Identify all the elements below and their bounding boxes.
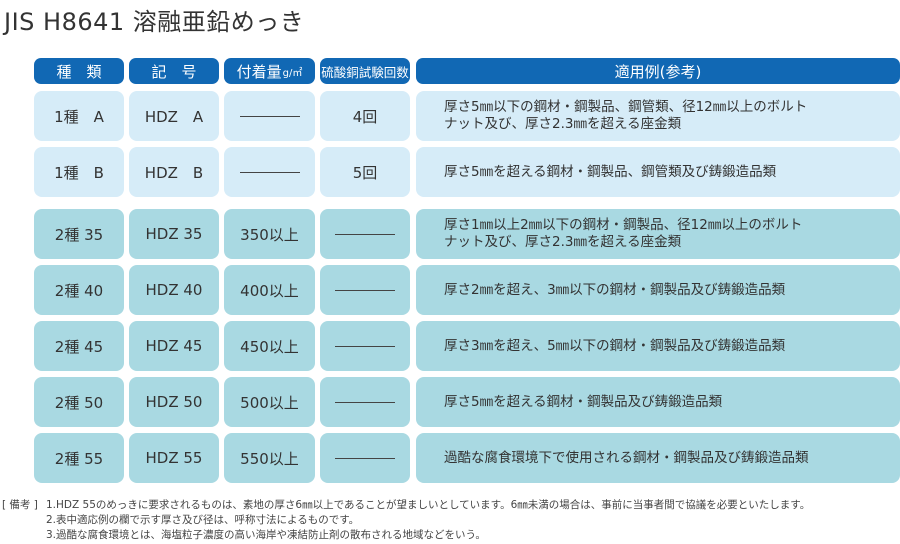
table-row-cell-use: 厚さ5㎜を超える鋼材・鋼製品及び鋳鍛造品類 xyxy=(416,377,900,427)
table-row-cell-weight xyxy=(224,147,315,197)
remarks: [ 備考 ] 1.HDZ 55のめっきに要求されるものは、素地の厚さ6㎜以上であ… xyxy=(2,498,898,543)
table-row-cell-weight: 400以上 xyxy=(224,265,315,315)
header-symbol: 記 号 xyxy=(129,58,219,84)
table-row-cell-use: 厚さ1㎜以上2㎜以下の鋼材・鋼製品、径12㎜以上のボルト ナット及び、厚さ2.3… xyxy=(416,209,900,259)
table-row-cell-weight xyxy=(224,91,315,141)
table-row-cell-type: 2種 45 xyxy=(34,321,124,371)
dash-mark xyxy=(335,345,395,347)
table-row-cell-symbol: HDZ 35 xyxy=(129,209,219,259)
table-row-cell-symbol: HDZ 40 xyxy=(129,265,219,315)
dash-mark xyxy=(335,401,395,403)
table-row-cell-weight: 450以上 xyxy=(224,321,315,371)
table-row-cell-test xyxy=(320,433,410,483)
table-row-cell-use: 厚さ3㎜を超え、5㎜以下の鋼材・鋼製品及び鋳鍛造品類 xyxy=(416,321,900,371)
table-row-cell-test xyxy=(320,377,410,427)
table-row-cell-symbol: HDZ B xyxy=(129,147,219,197)
table-row-cell-test: 5回 xyxy=(320,147,410,197)
table-row-cell-type: 2種 40 xyxy=(34,265,124,315)
table-row-cell-type: 2種 55 xyxy=(34,433,124,483)
table-row-cell-weight: 550以上 xyxy=(224,433,315,483)
remark-item: 3.過酷な腐食環境とは、海塩粒子濃度の高い海岸や凍結防止剤の散布される地域などを… xyxy=(46,529,486,541)
remarks-tag: [ 備考 ] xyxy=(2,499,38,511)
dash-mark xyxy=(239,115,300,117)
header-test: 硫酸銅試験回数 xyxy=(320,58,410,84)
table-row-cell-symbol: HDZ A xyxy=(129,91,219,141)
remark-item: [ 備考 ] 1.HDZ 55のめっきに要求されるものは、素地の厚さ6㎜以上であ… xyxy=(2,499,811,511)
remark-item: 2.表中適応例の欄で示す厚さ及び径は、呼称寸法によるものです。 xyxy=(46,514,360,526)
table-row-cell-symbol: HDZ 50 xyxy=(129,377,219,427)
table-row-cell-test xyxy=(320,321,410,371)
table-row-cell-symbol: HDZ 55 xyxy=(129,433,219,483)
table-row-cell-type: 1種 B xyxy=(34,147,124,197)
table-row-cell-use: 過酷な腐食環境下で使用される鋼材・鋼製品及び鋳鍛造品類 xyxy=(416,433,900,483)
header-weight: 付着量 g/㎡ xyxy=(224,58,315,84)
header-use: 適用例(参考) xyxy=(416,58,900,84)
table-row-cell-use: 厚さ5㎜以下の鋼材・鋼製品、鋼管類、径12㎜以上のボルト ナット及び、厚さ2.3… xyxy=(416,91,900,141)
table-row-cell-weight: 350以上 xyxy=(224,209,315,259)
header-type: 種 類 xyxy=(34,58,124,84)
table-row-cell-use: 厚さ5㎜を超える鋼材・鋼製品、鋼管類及び鋳鍛造品類 xyxy=(416,147,900,197)
table-row-cell-test: 4回 xyxy=(320,91,410,141)
dash-mark xyxy=(335,289,395,291)
table-row-cell-symbol: HDZ 45 xyxy=(129,321,219,371)
table-row-cell-test xyxy=(320,209,410,259)
table-row-cell-use: 厚さ2㎜を超え、3㎜以下の鋼材・鋼製品及び鋳鍛造品類 xyxy=(416,265,900,315)
table-row-cell-weight: 500以上 xyxy=(224,377,315,427)
dash-mark xyxy=(335,233,395,235)
table-row-cell-type: 1種 A xyxy=(34,91,124,141)
table-row-cell-type: 2種 35 xyxy=(34,209,124,259)
table-row-cell-test xyxy=(320,265,410,315)
dash-mark xyxy=(239,171,300,173)
table-row-cell-type: 2種 50 xyxy=(34,377,124,427)
page-title: JIS H8641 溶融亜鉛めっき xyxy=(4,8,305,36)
dash-mark xyxy=(335,457,395,459)
